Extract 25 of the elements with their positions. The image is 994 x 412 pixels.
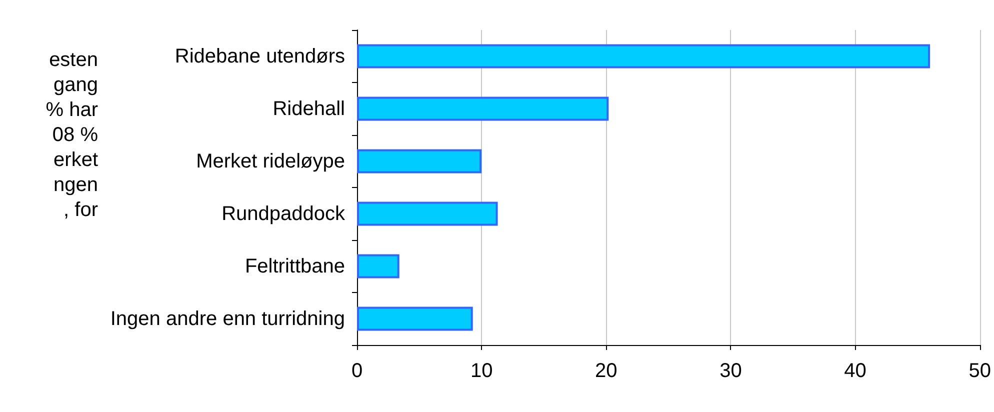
x-tick-label: 0	[351, 360, 363, 382]
y-tick-label: Ridehall	[272, 98, 345, 120]
x-tick-label: 50	[968, 360, 991, 382]
text: , for	[64, 199, 98, 221]
bar	[357, 96, 609, 121]
text: ngen	[54, 174, 98, 196]
bar	[357, 202, 498, 226]
bar	[357, 149, 482, 174]
x-tick-label: 20	[595, 360, 618, 382]
x-tick-label: 40	[844, 360, 866, 382]
text: esten	[49, 49, 98, 71]
bar	[357, 306, 473, 331]
text: erket	[54, 149, 98, 171]
y-tick-label: Feltrittbane	[244, 255, 345, 278]
text: gang	[54, 74, 98, 96]
bar	[357, 254, 400, 278]
y-tick-label: Merket rideløype	[196, 150, 345, 172]
y-tick-label: Ingen andre enn turridning	[110, 308, 345, 330]
y-tick-label: Rundpaddock	[222, 202, 346, 225]
y-tick-label: Ridebane utendørs	[174, 45, 345, 68]
text: % har	[46, 99, 98, 121]
x-tick-label: 10	[470, 360, 493, 382]
bar	[357, 44, 930, 68]
x-tick-label: 30	[720, 360, 742, 382]
text: 08 %	[52, 124, 98, 146]
